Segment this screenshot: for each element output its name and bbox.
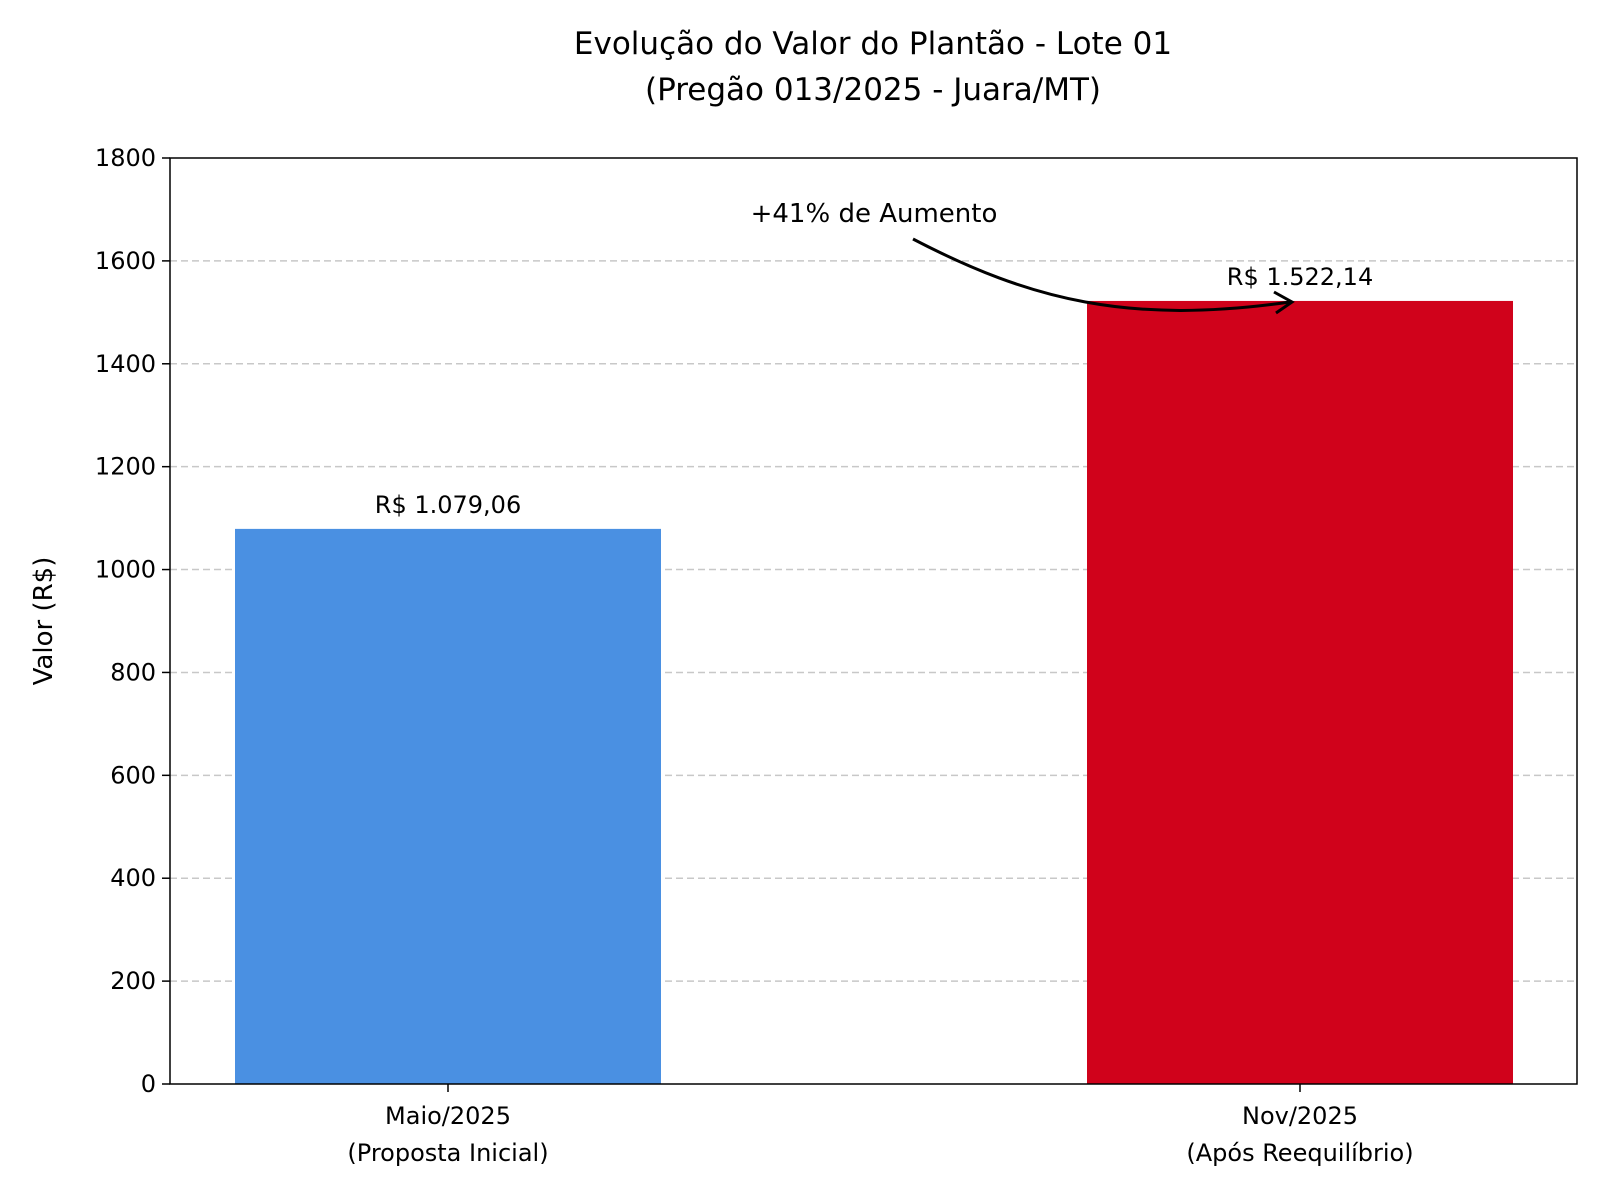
y-tick-label: 1200: [95, 453, 156, 481]
y-tick-label: 1800: [95, 144, 156, 172]
data-label-2: R$ 1.522,14: [1227, 263, 1373, 291]
y-tick-label: 1600: [95, 247, 156, 275]
y-axis-label: Valor (R$): [29, 557, 59, 686]
bar-1: [235, 528, 661, 1084]
y-tick-label: 1000: [95, 556, 156, 584]
chart-title-line-2: (Pregão 013/2025 - Juara/MT): [645, 72, 1101, 108]
data-label-1: R$ 1.079,06: [375, 491, 521, 519]
plot-frame: [169, 157, 1578, 1085]
y-tick-label: 200: [110, 967, 156, 995]
bar-2: [1087, 300, 1513, 1084]
annotation-arrowhead: [1273, 290, 1295, 315]
annotation-arrow: [912, 237, 1291, 312]
y-tick-label: 800: [110, 658, 156, 686]
y-tick-label: 400: [110, 864, 156, 892]
x-tick-label: Maio/2025: [385, 1102, 511, 1130]
y-tick-label: 0: [141, 1070, 156, 1098]
x-tick-label: Nov/2025: [1242, 1102, 1358, 1130]
chart-title-line-1: Evolução do Valor do Plantão - Lote 01: [574, 26, 1172, 62]
x-tick-label: (Após Reequilíbrio): [1186, 1139, 1413, 1167]
x-tick-label: (Proposta Inicial): [347, 1139, 548, 1167]
y-tick-label: 1400: [95, 350, 156, 378]
annotation-text: +41% de Aumento: [751, 199, 998, 229]
y-tick-label: 600: [110, 761, 156, 789]
